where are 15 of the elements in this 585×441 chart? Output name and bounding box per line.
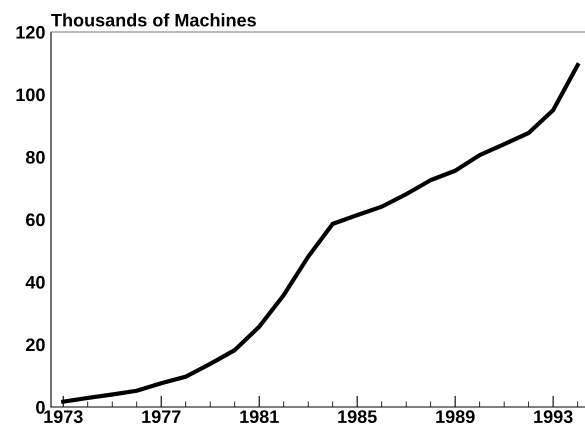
x-tick-label: 1989 — [436, 410, 475, 424]
chart-title: Thousands of Machines — [51, 13, 256, 27]
y-tick-label: 40 — [26, 276, 45, 289]
x-tick-label: 1993 — [534, 410, 573, 424]
y-tick-label: 60 — [26, 213, 45, 226]
y-tick-label: 20 — [26, 338, 45, 352]
x-tick-label: 1981 — [240, 410, 279, 424]
x-tick-label: 1977 — [142, 410, 181, 424]
x-tick-label: 1985 — [338, 410, 377, 424]
y-tick-label: 120 — [16, 26, 45, 39]
x-tick-label: 1973 — [44, 410, 83, 424]
y-tick-label: 80 — [26, 150, 45, 164]
line-series — [61, 63, 580, 404]
y-tick-label: 100 — [16, 88, 45, 102]
y-tick-label: 0 — [36, 400, 45, 414]
